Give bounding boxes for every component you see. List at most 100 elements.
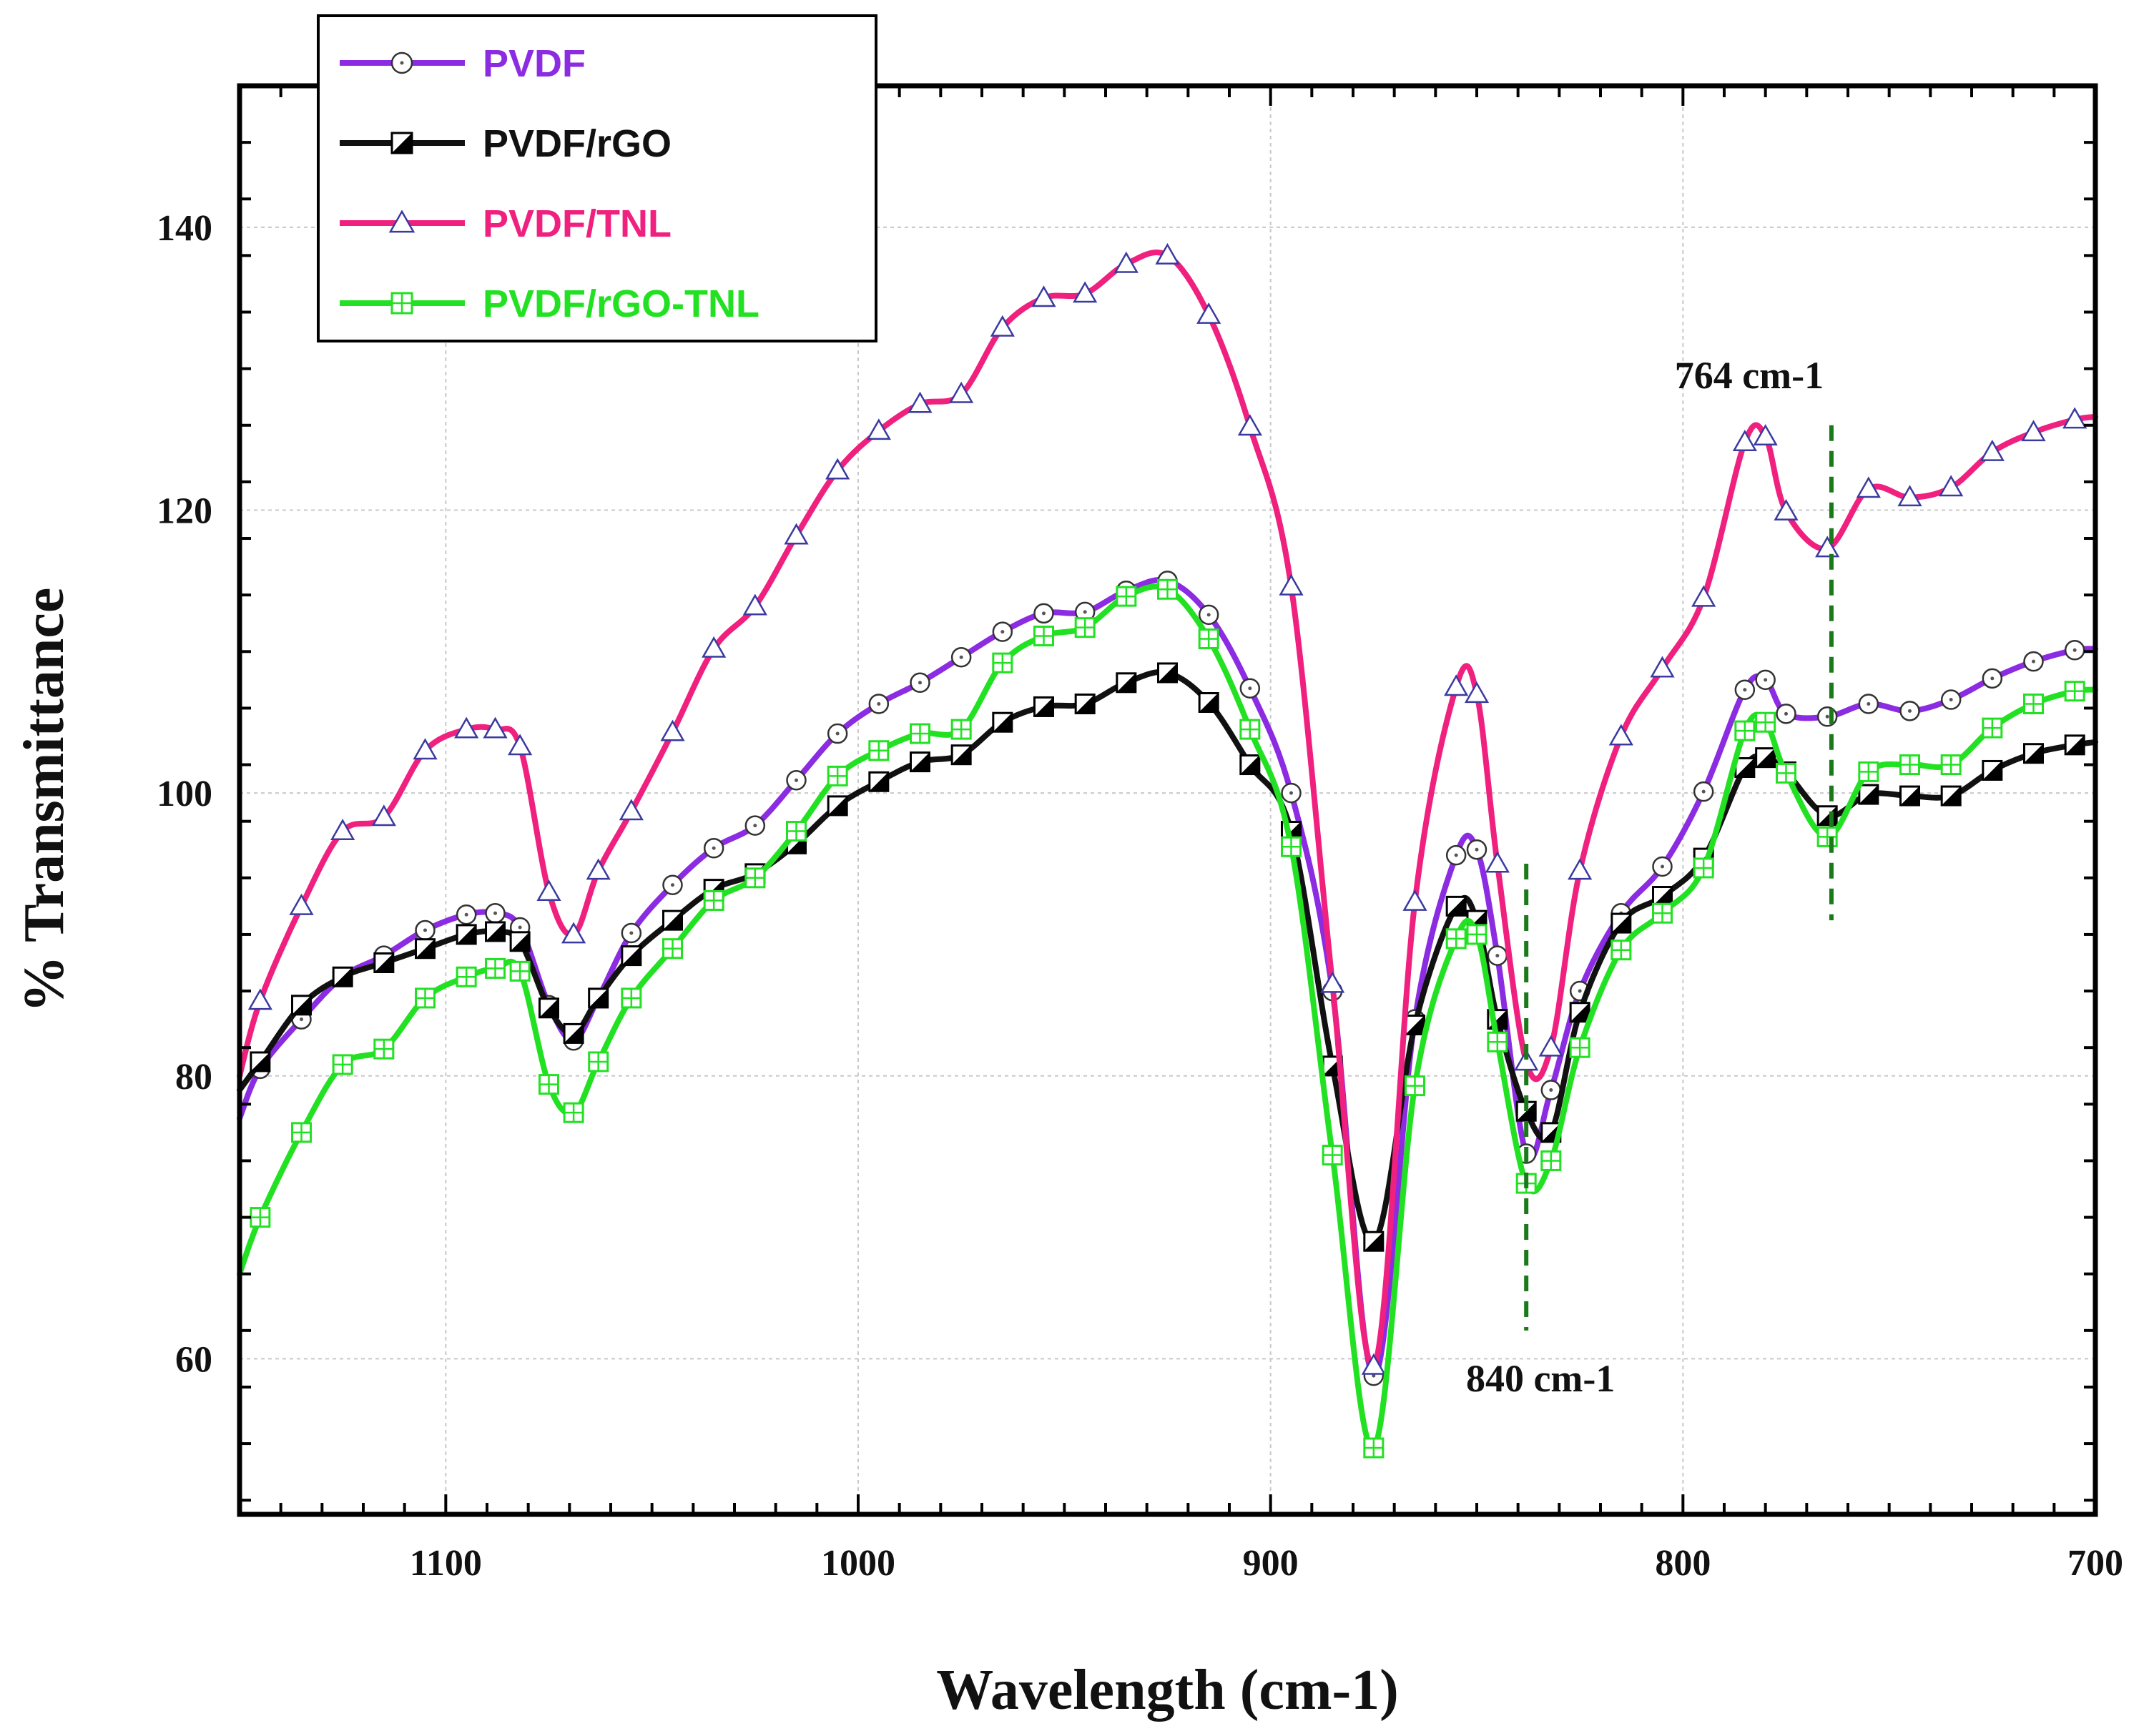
data-point-fill <box>1570 1002 1590 1022</box>
data-point-dot <box>795 778 798 782</box>
legend-label: PVDF/TNL <box>483 202 672 245</box>
data-point <box>1608 724 1633 746</box>
data-point-dot <box>423 928 427 932</box>
data-point-fill <box>1158 663 1177 682</box>
data-point <box>1361 1353 1386 1375</box>
data-point-dot <box>1867 701 1871 706</box>
data-point <box>483 716 508 739</box>
data-point-dot <box>1372 1373 1376 1378</box>
data-point <box>1568 858 1593 880</box>
data-point-fill <box>415 939 435 958</box>
data-point-fill <box>589 988 608 1007</box>
legend-label: PVDF/rGO <box>483 122 672 165</box>
data-point-dot <box>753 824 757 828</box>
x-tick-label: 800 <box>1655 1543 1711 1584</box>
data-point-fill <box>1653 887 1672 906</box>
data-point-fill <box>1859 785 1878 804</box>
data-point-dot <box>1248 686 1252 691</box>
data-point-dot <box>629 931 634 935</box>
data-point <box>1444 674 1469 696</box>
data-point-dot <box>1454 853 1458 857</box>
data-point <box>949 381 974 403</box>
data-point <box>825 458 850 480</box>
data-point <box>1774 498 1799 521</box>
data-point-dot <box>300 1017 303 1022</box>
data-point-fill <box>869 772 888 791</box>
legend-marker-dot <box>400 61 404 65</box>
series-line <box>237 669 2098 1245</box>
data-point-dot <box>1990 676 1995 681</box>
data-point <box>561 922 586 944</box>
data-point-fill <box>1034 697 1053 716</box>
legend-box <box>317 14 877 342</box>
legend-label: PVDF/rGO-TNL <box>483 282 759 325</box>
data-point-dot <box>1475 847 1479 852</box>
y-tick-label: 100 <box>157 774 212 814</box>
data-point-fill <box>1199 693 1219 712</box>
plot-frame <box>237 83 2098 1517</box>
data-point-fill <box>564 1024 584 1043</box>
x-tick-label: 1100 <box>410 1543 482 1584</box>
legend: PVDF PVDF/rGO PVDF/TNL PVDF/rGO-TNL <box>317 14 877 342</box>
data-point-fill <box>457 924 476 944</box>
data-point <box>508 734 533 756</box>
data-point-dot <box>877 701 881 706</box>
data-point-fill <box>1405 1015 1425 1035</box>
axis-ticks: 1100 1000 900 800 700 60 80 100 120 140 <box>157 86 2123 1584</box>
data-point-dot <box>1661 864 1664 869</box>
data-point <box>1980 439 2005 461</box>
data-point-fill <box>1447 897 1466 916</box>
data-point-dot <box>1908 709 1912 713</box>
data-point <box>2062 407 2087 429</box>
data-point <box>1815 536 1840 558</box>
data-point-fill <box>993 713 1012 732</box>
data-point-fill <box>2024 744 2043 763</box>
data-point-dot <box>518 925 522 929</box>
data-point-dot <box>712 846 716 850</box>
data-point <box>1113 251 1139 273</box>
data-point <box>742 593 767 616</box>
data-point-fill <box>486 922 505 941</box>
data-point-dot <box>1825 714 1829 719</box>
data-point-dot <box>1549 1088 1553 1093</box>
data-point-fill <box>1735 758 1754 777</box>
data-point <box>1031 285 1056 307</box>
data-point-fill <box>1116 673 1136 692</box>
legend-marker-fill <box>392 133 412 153</box>
data-point <box>1753 424 1778 446</box>
data-point-dot <box>1083 610 1087 614</box>
data-point <box>371 804 396 827</box>
y-tick-label: 140 <box>157 208 212 249</box>
data-point <box>1939 475 1964 497</box>
data-point-fill <box>1756 748 1775 767</box>
data-point-dot <box>1495 954 1500 958</box>
data-point-dot <box>1042 611 1046 616</box>
data-point <box>702 636 727 658</box>
data-point-dot <box>493 911 498 915</box>
data-point-dot <box>2072 648 2077 652</box>
data-point <box>2021 420 2046 442</box>
data-point <box>454 716 479 739</box>
data-point-dot <box>1289 791 1293 795</box>
data-point-fill <box>1517 1102 1536 1121</box>
legend-marker <box>388 209 415 233</box>
data-point-fill <box>1364 1232 1383 1251</box>
data-point-dot <box>918 681 922 685</box>
data-point-dot <box>1701 789 1706 794</box>
series-layer <box>237 242 2098 1459</box>
data-point-fill <box>511 932 530 951</box>
data-point <box>1538 1035 1563 1057</box>
data-point-dot <box>1949 698 1953 702</box>
data-point-fill <box>1942 786 1961 806</box>
data-point-dot <box>464 912 468 917</box>
data-point <box>1196 302 1221 324</box>
data-point-dot <box>835 731 840 736</box>
y-tick-label: 60 <box>175 1339 212 1380</box>
data-point <box>330 819 355 840</box>
series-3 <box>237 578 2098 1459</box>
data-point-fill <box>1982 761 2002 780</box>
data-point <box>866 418 891 440</box>
data-point-fill <box>1240 755 1259 774</box>
data-point-dot <box>1578 989 1582 993</box>
data-point-fill <box>663 911 682 930</box>
